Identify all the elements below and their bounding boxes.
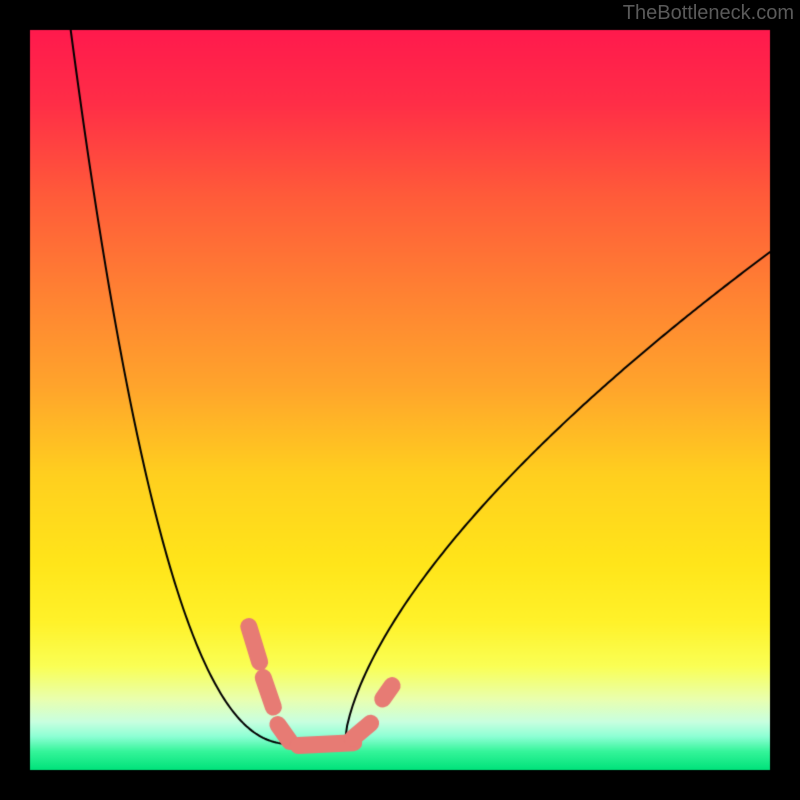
- watermark-text: TheBottleneck.com: [623, 2, 794, 25]
- bottleneck-chart: [0, 0, 800, 800]
